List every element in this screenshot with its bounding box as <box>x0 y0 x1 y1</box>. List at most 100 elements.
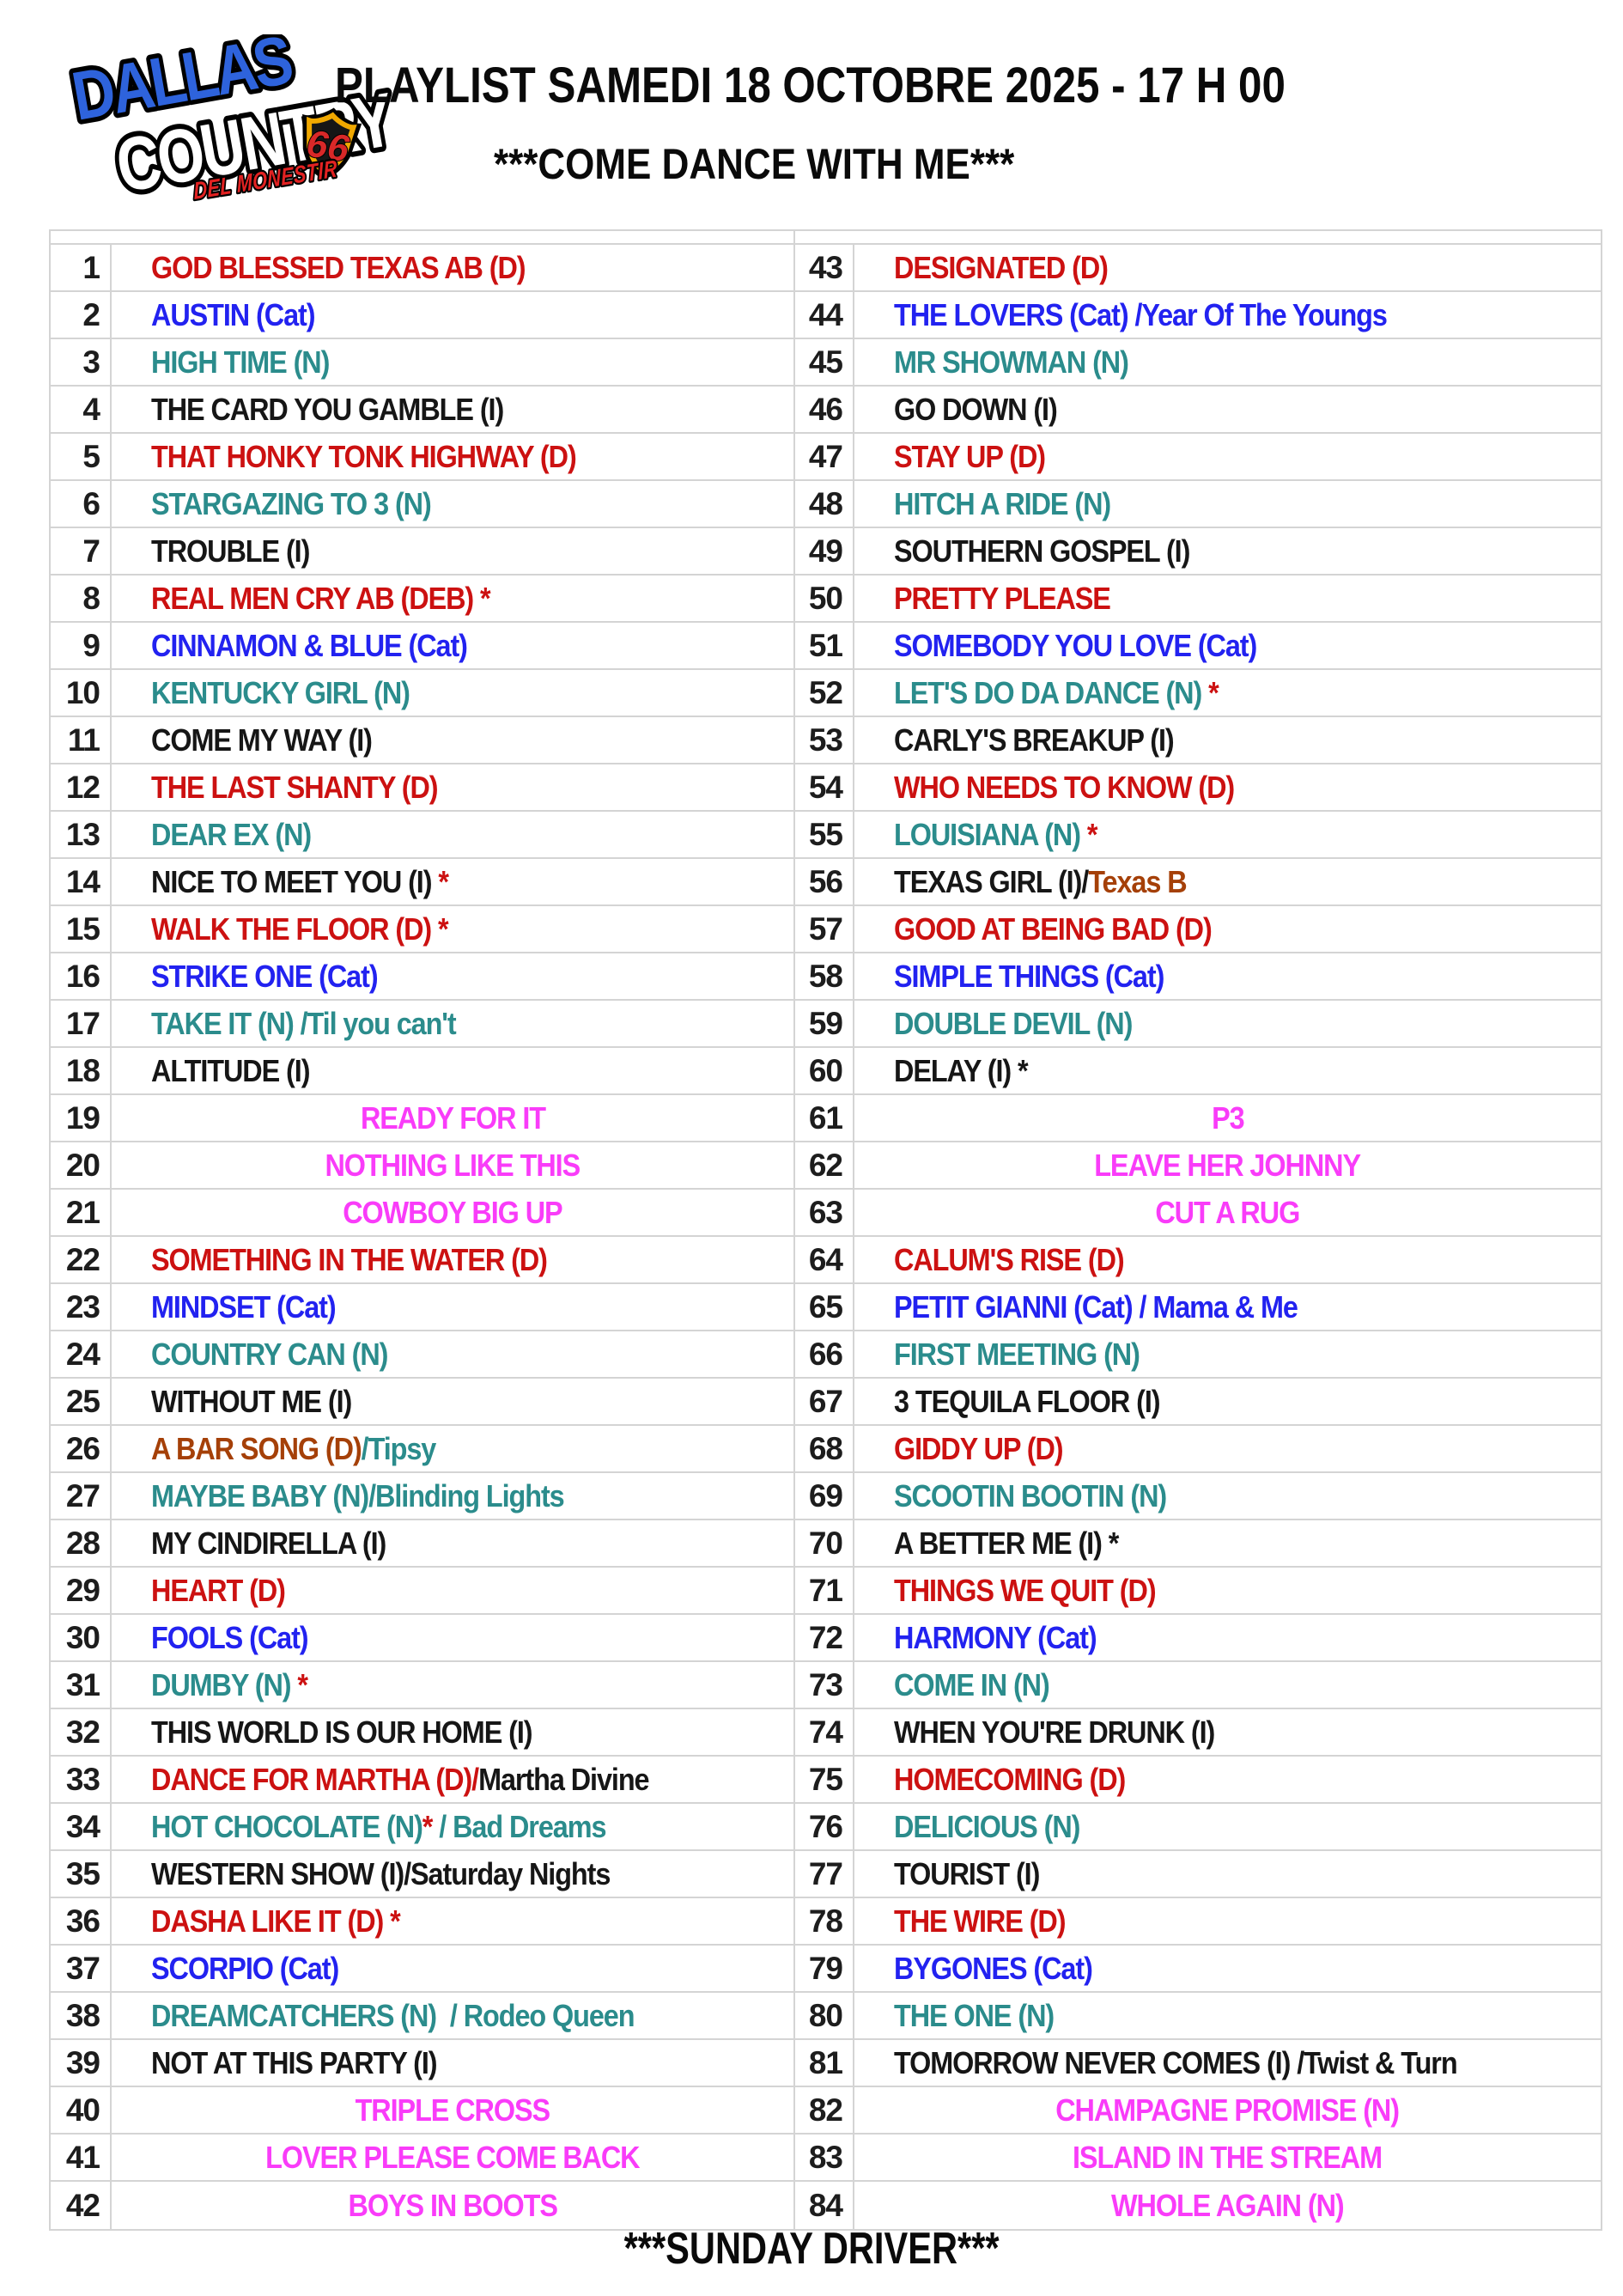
row-number-cell: 2 <box>51 292 112 339</box>
row-number-cell: 7 <box>51 528 112 576</box>
row-number-cell: 83 <box>795 2135 854 2182</box>
song-title-segment: THE CARD YOU GAMBLE (I) <box>151 391 504 427</box>
row-number-cell: 36 <box>51 1898 112 1946</box>
song-title: HOMECOMING (D) <box>894 1762 1126 1798</box>
song-title: GO DOWN (I) <box>894 391 1058 428</box>
row-title-cell: THINGS WE QUIT (D) <box>854 1568 1601 1615</box>
song-title: HEART (D) <box>151 1573 286 1609</box>
row-title-cell: PETIT GIANNI (Cat) / Mama & Me <box>854 1284 1601 1331</box>
logo-dallas-text: DALLAS <box>65 34 301 139</box>
song-title-segment: TROUBLE (I) <box>151 533 310 569</box>
song-title-segment: HARMONY (Cat) <box>894 1619 1097 1655</box>
row-title-cell: A BAR SONG (D)/Tipsy <box>112 1426 793 1473</box>
song-title-segment: * <box>1208 674 1219 710</box>
song-title-segment: BYGONES (Cat) <box>894 1950 1093 1986</box>
row-number-cell: 15 <box>51 906 112 953</box>
song-title: STAY UP (D) <box>894 438 1046 475</box>
song-title: DASHA LIKE IT (D) * <box>151 1903 401 1940</box>
row-number-cell: 84 <box>795 2182 854 2229</box>
song-title-segment: STARGAZING TO 3 (N) <box>151 485 432 521</box>
row-number-cell: 12 <box>51 764 112 812</box>
row-title-cell: MINDSET (Cat) <box>112 1284 793 1331</box>
song-title-segment: TOURIST (I) <box>894 1855 1040 1891</box>
row-number-cell: 29 <box>51 1568 112 1615</box>
song-title: COUNTRY CAN (N) <box>151 1337 388 1373</box>
row-title-cell: KENTUCKY GIRL (N) <box>112 670 793 717</box>
row-title-cell: GOD BLESSED TEXAS AB (D) <box>112 245 793 292</box>
row-title-cell: REAL MEN CRY AB (DEB) * <box>112 576 793 623</box>
song-title: A BETTER ME (I) * <box>894 1526 1119 1562</box>
song-title: LOVER PLEASE COME BACK <box>265 2140 640 2176</box>
row-title-cell: HOMECOMING (D) <box>854 1757 1601 1804</box>
row-number-cell: 76 <box>795 1804 854 1851</box>
row-title-cell: STARGAZING TO 3 (N) <box>112 481 793 528</box>
row-title-cell: SCOOTIN BOOTIN (N) <box>854 1473 1601 1520</box>
song-title: MINDSET (Cat) <box>151 1288 337 1325</box>
row-title-cell: DEAR EX (N) <box>112 812 793 859</box>
song-title-segment: DASHA LIKE IT (D) * <box>151 1903 401 1939</box>
song-title-segment: THE LAST SHANTY (D) <box>151 769 439 805</box>
song-title-segment: P3 <box>1211 1099 1245 1136</box>
song-title-segment: STAY UP (D) <box>894 438 1046 474</box>
row-number-cell: 13 <box>51 812 112 859</box>
song-title: WESTERN SHOW (I)/Saturday Nights <box>151 1856 611 1892</box>
song-title-segment: DOUBLE DEVIL (N) <box>894 1005 1133 1041</box>
row-number-cell: 73 <box>795 1662 854 1709</box>
song-title-segment: LET'S DO DA DANCE (N) <box>894 674 1209 710</box>
song-title-segment: THE LOVERS (Cat) /Year Of The Youngs <box>894 296 1388 332</box>
row-number-cell: 77 <box>795 1851 854 1898</box>
song-title-segment: CUT A RUG <box>1155 1194 1301 1230</box>
row-title-cell: HEART (D) <box>112 1568 793 1615</box>
row-number-cell: 62 <box>795 1142 854 1190</box>
playlist-table-left: 1 GOD BLESSED TEXAS AB (D) 2 AUSTIN (Cat) 3 H… <box>49 229 795 2231</box>
song-title-segment: Martha Divine <box>478 1761 650 1797</box>
song-title: ALTITUDE (I) <box>151 1053 310 1089</box>
song-title-segment: MY CINDIRELLA (I) <box>151 1525 386 1561</box>
row-title-cell: COME MY WAY (I) <box>112 717 793 764</box>
row-title-cell: GIDDY UP (D) <box>854 1426 1601 1473</box>
row-title-cell: LOVER PLEASE COME BACK <box>112 2135 793 2182</box>
row-title-cell: TRIPLE CROSS <box>112 2087 793 2135</box>
song-title-segment: GO DOWN (I) <box>894 391 1058 427</box>
row-number-cell: 75 <box>795 1757 854 1804</box>
row-number-cell: 6 <box>51 481 112 528</box>
row-number-cell: 44 <box>795 292 854 339</box>
song-title: CINNAMON & BLUE (Cat) <box>151 628 468 664</box>
row-title-cell: STAY UP (D) <box>854 434 1601 481</box>
row-number-cell: 46 <box>795 387 854 434</box>
row-number-cell: 11 <box>51 717 112 764</box>
song-title: REAL MEN CRY AB (DEB) * <box>151 581 491 617</box>
row-number-cell: 54 <box>795 764 854 812</box>
row-number-cell: 57 <box>795 906 854 953</box>
song-title-segment: COWBOY BIG UP <box>343 1194 562 1230</box>
page-title: PLAYLIST SAMEDI 18 OCTOBRE 2025 - 17 H 0… <box>335 58 1286 113</box>
row-number-cell: 1 <box>51 245 112 292</box>
song-title: THE LAST SHANTY (D) <box>151 769 439 806</box>
song-title: LET'S DO DA DANCE (N) * <box>894 675 1219 711</box>
song-title: HIGH TIME (N) <box>151 344 330 381</box>
song-title-segment: DESIGNATED (D) <box>894 249 1109 285</box>
song-title-segment: WHOLE AGAIN (N) <box>1111 2187 1345 2223</box>
song-title-segment: MINDSET (Cat) <box>151 1288 337 1325</box>
row-number-cell: 59 <box>795 1001 854 1048</box>
song-title-segment: PETIT GIANNI (Cat) / Mama & Me <box>894 1288 1298 1325</box>
song-title-segment: DELAY (I) * <box>894 1052 1029 1088</box>
row-number-cell: 4 <box>51 387 112 434</box>
row-title-cell: FIRST MEETING (N) <box>854 1331 1601 1379</box>
song-title: GIDDY UP (D) <box>894 1431 1064 1467</box>
row-title-cell: THE ONE (N) <box>854 1993 1601 2040</box>
song-title: CALUM'S RISE (D) <box>894 1242 1125 1278</box>
row-number-cell: 37 <box>51 1946 112 1993</box>
row-title-cell: ISLAND IN THE STREAM <box>854 2135 1601 2182</box>
row-number-cell: 50 <box>795 576 854 623</box>
row-number-cell: 42 <box>51 2182 112 2229</box>
song-title: WHEN YOU'RE DRUNK (I) <box>894 1714 1215 1751</box>
row-number-cell: 27 <box>51 1473 112 1520</box>
row-number-cell: 34 <box>51 1804 112 1851</box>
song-title-segment: Texas B <box>1088 863 1187 899</box>
row-title-cell: DUMBY (N) * <box>112 1662 793 1709</box>
song-title: STARGAZING TO 3 (N) <box>151 485 432 522</box>
row-title-cell: THIS WORLD IS OUR HOME (I) <box>112 1709 793 1757</box>
row-title-cell: ALTITUDE (I) <box>112 1048 793 1095</box>
song-title-segment: * <box>438 863 449 899</box>
